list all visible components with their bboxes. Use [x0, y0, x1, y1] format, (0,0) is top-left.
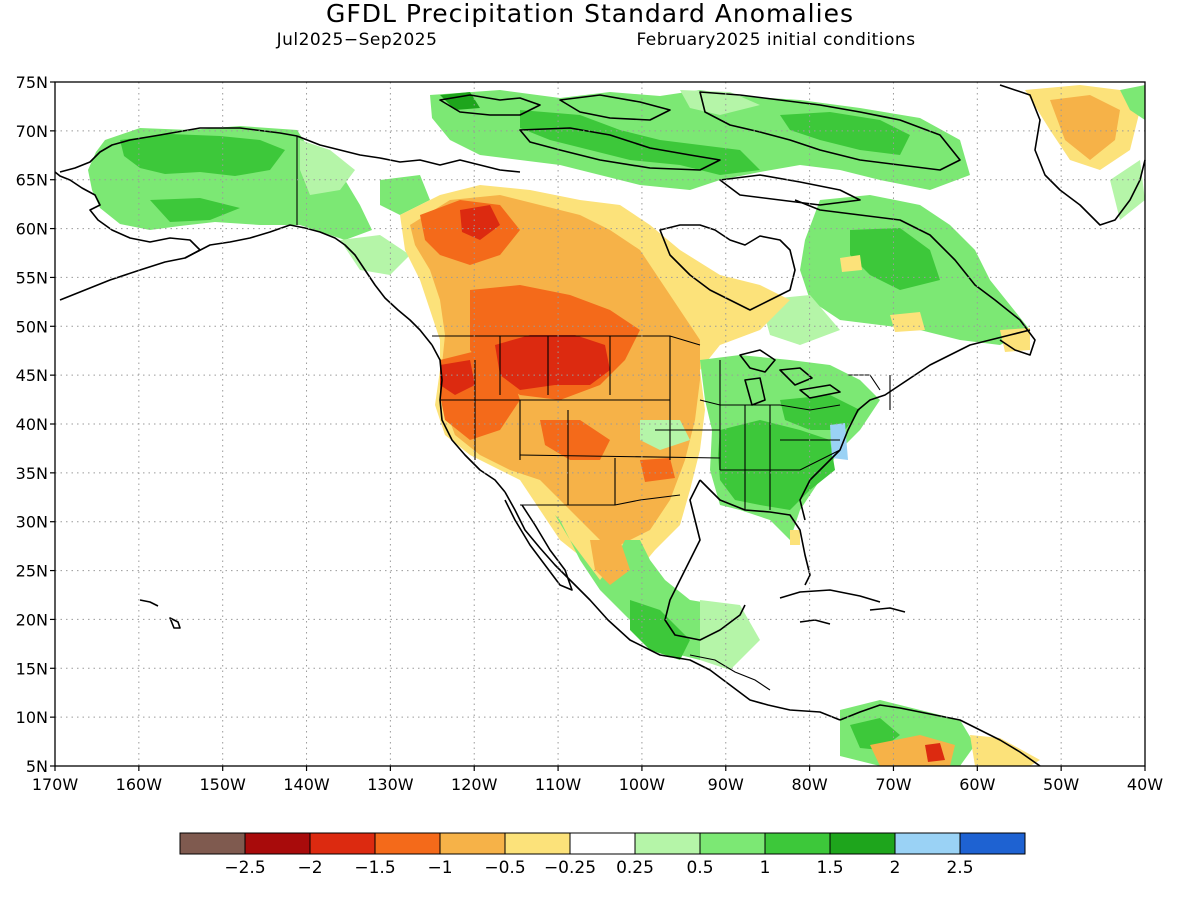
lon-tick-label: 120W [451, 775, 498, 794]
venezuela-dry-core [925, 743, 945, 762]
init-conditions-label: February2025 initial conditions [636, 30, 915, 50]
colorbar-swatch [374, 832, 441, 855]
lon-tick-label: 110W [535, 775, 582, 794]
lat-tick-label: 10N [16, 708, 48, 727]
political-borders [296, 136, 891, 691]
map-panel [54, 81, 1146, 767]
lat-tick-label: 40N [16, 415, 48, 434]
season-label: Jul2025−Sep2025 [276, 30, 438, 50]
lat-tick-label: 35N [16, 464, 48, 483]
lon-tick-label: 130W [367, 775, 414, 794]
colorbar-label: −1.5 [354, 858, 395, 878]
lat-tick-label: 20N [16, 610, 48, 629]
lat-tick-label: 45N [16, 366, 48, 385]
colorbar-swatch [829, 832, 896, 855]
colorbar-label: 2.5 [946, 858, 973, 878]
colorbar-swatch [179, 832, 246, 855]
colorbar-label: −2.5 [224, 858, 265, 878]
grid-lines [55, 82, 1145, 766]
colorbar-label: 1 [760, 858, 771, 878]
lat-tick-label: 75N [16, 73, 48, 92]
map-title: GFDL Precipitation Standard Anomalies [326, 0, 854, 28]
colorbar-swatch [959, 832, 1026, 855]
lon-tick-label: 160W [116, 775, 163, 794]
colorbar-swatch [439, 832, 506, 855]
colorbar-swatch [764, 832, 831, 855]
lon-tick-label: 100W [619, 775, 666, 794]
colorbar-swatch [894, 832, 961, 855]
alaska-wet-core [120, 134, 285, 176]
chesapeake-wet-core [830, 423, 848, 460]
colorbar-label: 0.5 [686, 858, 713, 878]
lon-tick-label: 80W [792, 775, 828, 794]
lon-tick-label: 150W [200, 775, 247, 794]
lon-tick-label: 50W [1043, 775, 1079, 794]
colorbar-swatch [569, 832, 636, 855]
lat-tick-label: 50N [16, 317, 48, 336]
colorbar-swatch [699, 832, 766, 855]
colorbar-label: 2 [890, 858, 901, 878]
latitude-axis: 75N 70N 65N 60N 55N 50N 45N 40N 35N 30N 25N 20N 15N 1… [16, 73, 55, 776]
colorbar-label: −0.5 [484, 858, 525, 878]
colorbar-swatch [504, 832, 571, 855]
lat-tick-label: 70N [16, 122, 48, 141]
lat-tick-label: 65N [16, 171, 48, 190]
lat-tick-label: 60N [16, 220, 48, 239]
lon-tick-label: 70W [875, 775, 911, 794]
coastlines [54, 84, 1146, 767]
colorbar-label: −2 [297, 858, 322, 878]
colorbar-swatch [244, 832, 311, 855]
colorbar-swatch [309, 832, 376, 855]
lat-tick-label: 5N [26, 757, 48, 776]
lat-tick-label: 15N [16, 659, 48, 678]
colorbar-label: 0.25 [616, 858, 654, 878]
lon-tick-label: 40W [1127, 775, 1163, 794]
colorbar-label: −0.25 [544, 858, 596, 878]
colorbar: −2.5 −2 −1.5 −1 −0.5 −0.25 0.25 0.5 1 1.5 2 2.5 [179, 832, 1026, 878]
northern-plains-core [495, 335, 610, 390]
colorbar-label: 1.5 [816, 858, 843, 878]
lat-tick-label: 55N [16, 268, 48, 287]
longitude-axis: 170W 160W 150W 140W 130W 120W 110W 100W 90W 80W 70… [32, 766, 1163, 794]
lon-tick-label: 60W [959, 775, 995, 794]
lon-tick-label: 170W [32, 775, 79, 794]
lat-tick-label: 25N [16, 562, 48, 581]
anomaly-shading [88, 85, 1145, 766]
lon-tick-label: 90W [708, 775, 744, 794]
lat-tick-label: 30N [16, 513, 48, 532]
colorbar-swatch [634, 832, 701, 855]
lon-tick-label: 140W [283, 775, 330, 794]
colorbar-label: −1 [427, 858, 452, 878]
